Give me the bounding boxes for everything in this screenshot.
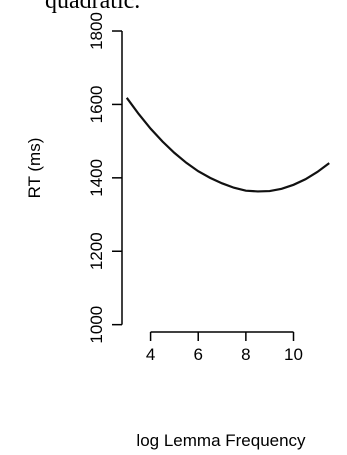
x-axis-label: log Lemma Frequency — [136, 431, 306, 450]
chart-title: quadratic. — [45, 0, 140, 14]
y-tick-label: 1000 — [87, 306, 106, 344]
y-tick-label: 1800 — [87, 12, 106, 50]
rt-curve — [125, 97, 330, 193]
plot-series — [125, 97, 330, 193]
y-tick-label: 1400 — [87, 159, 106, 197]
y-axis: 1000 1200 1400 1600 1800 — [87, 12, 123, 344]
y-tick-label: 1200 — [87, 232, 106, 270]
x-tick-label: 10 — [284, 345, 303, 364]
x-tick-label: 4 — [146, 345, 155, 364]
x-tick-label: 6 — [193, 345, 202, 364]
x-tick-label: 8 — [241, 345, 250, 364]
y-tick-label: 1600 — [87, 86, 106, 124]
y-axis-label: RT (ms) — [25, 138, 44, 199]
x-axis: 4 6 8 10 — [146, 331, 303, 364]
